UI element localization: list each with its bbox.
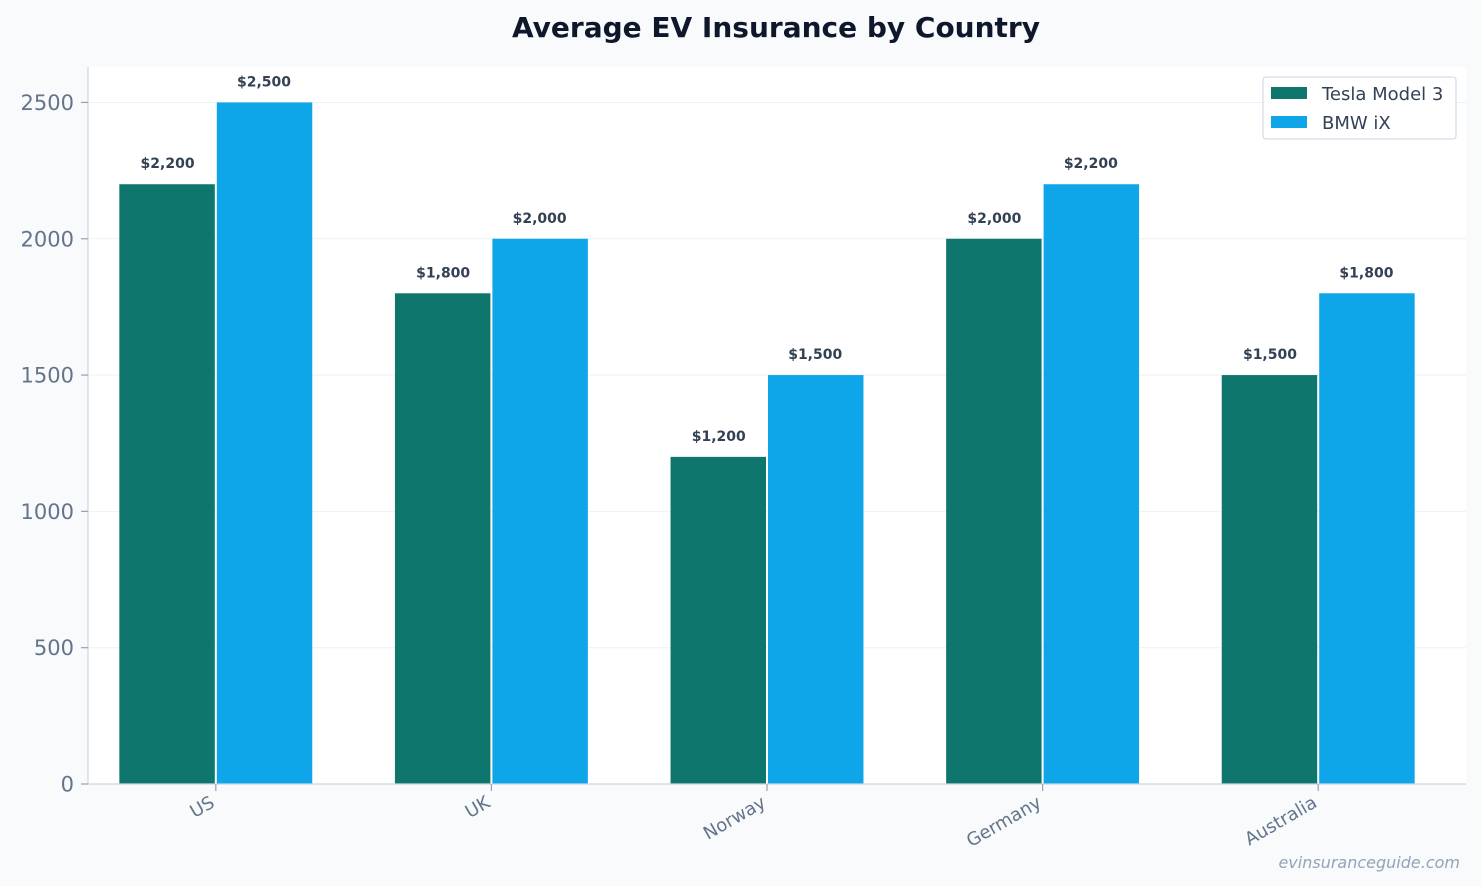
bar-us-tesla-model-3: [119, 184, 215, 784]
data-label-us-bmw-ix: $2,500: [237, 74, 291, 90]
bars: [119, 102, 1415, 785]
data-label-uk-tesla-model-3: $1,800: [416, 265, 470, 281]
data-label-australia-tesla-model-3: $1,500: [1243, 347, 1297, 363]
y-tick-label-0: 0: [61, 773, 74, 797]
y-tick-label-500: 500: [34, 636, 74, 660]
legend-swatch-bmw-ix: [1271, 116, 1307, 128]
bar-australia-bmw-ix: [1319, 293, 1415, 784]
data-label-uk-bmw-ix: $2,000: [513, 211, 567, 227]
bar-germany-bmw-ix: [1043, 184, 1140, 784]
x-tick-label-germany: Germany: [963, 792, 1045, 852]
data-label-australia-bmw-ix: $1,800: [1339, 265, 1393, 281]
data-label-germany-bmw-ix: $2,200: [1064, 156, 1118, 172]
data-label-germany-tesla-model-3: $2,000: [967, 211, 1021, 227]
x-tick-label-australia: Australia: [1241, 792, 1320, 850]
y-tick-label-2500: 2500: [21, 91, 74, 115]
x-tick-label-us: US: [186, 792, 218, 822]
bar-norway-bmw-ix: [768, 375, 864, 784]
bar-us-bmw-ix: [216, 102, 313, 785]
data-label-norway-tesla-model-3: $1,200: [692, 429, 746, 445]
data-label-us-tesla-model-3: $2,200: [141, 156, 195, 172]
axes: [87, 67, 1466, 785]
bar-australia-tesla-model-3: [1221, 375, 1318, 784]
legend-swatch-tesla-model-3: [1271, 87, 1307, 99]
data-label-norway-bmw-ix: $1,500: [788, 347, 842, 363]
bar-uk-bmw-ix: [492, 238, 588, 784]
watermark-text: evinsuranceguide.com: [1278, 853, 1460, 872]
y-tick-label-1000: 1000: [21, 500, 74, 524]
legend: Tesla Model 3 BMW iX: [1262, 76, 1457, 140]
x-tick-label-norway: Norway: [700, 792, 770, 845]
legend-label-tesla-model-3: Tesla Model 3: [1321, 84, 1443, 105]
y-tick-label-1500: 1500: [21, 364, 74, 388]
bar-uk-tesla-model-3: [394, 293, 491, 784]
bar-norway-tesla-model-3: [670, 456, 766, 784]
legend-box: [1262, 76, 1457, 140]
y-tick-label-2000: 2000: [21, 227, 74, 251]
data-labels: $2,200 $2,500 $1,800 $2,000 $1,200 $1,500 $2,0…: [141, 74, 1394, 444]
x-tick-label-uk: UK: [462, 792, 495, 823]
chart-title: Average EV Insurance by Country: [512, 11, 1040, 44]
bar-germany-tesla-model-3: [946, 238, 1042, 784]
legend-label-bmw-ix: BMW iX: [1322, 113, 1391, 134]
